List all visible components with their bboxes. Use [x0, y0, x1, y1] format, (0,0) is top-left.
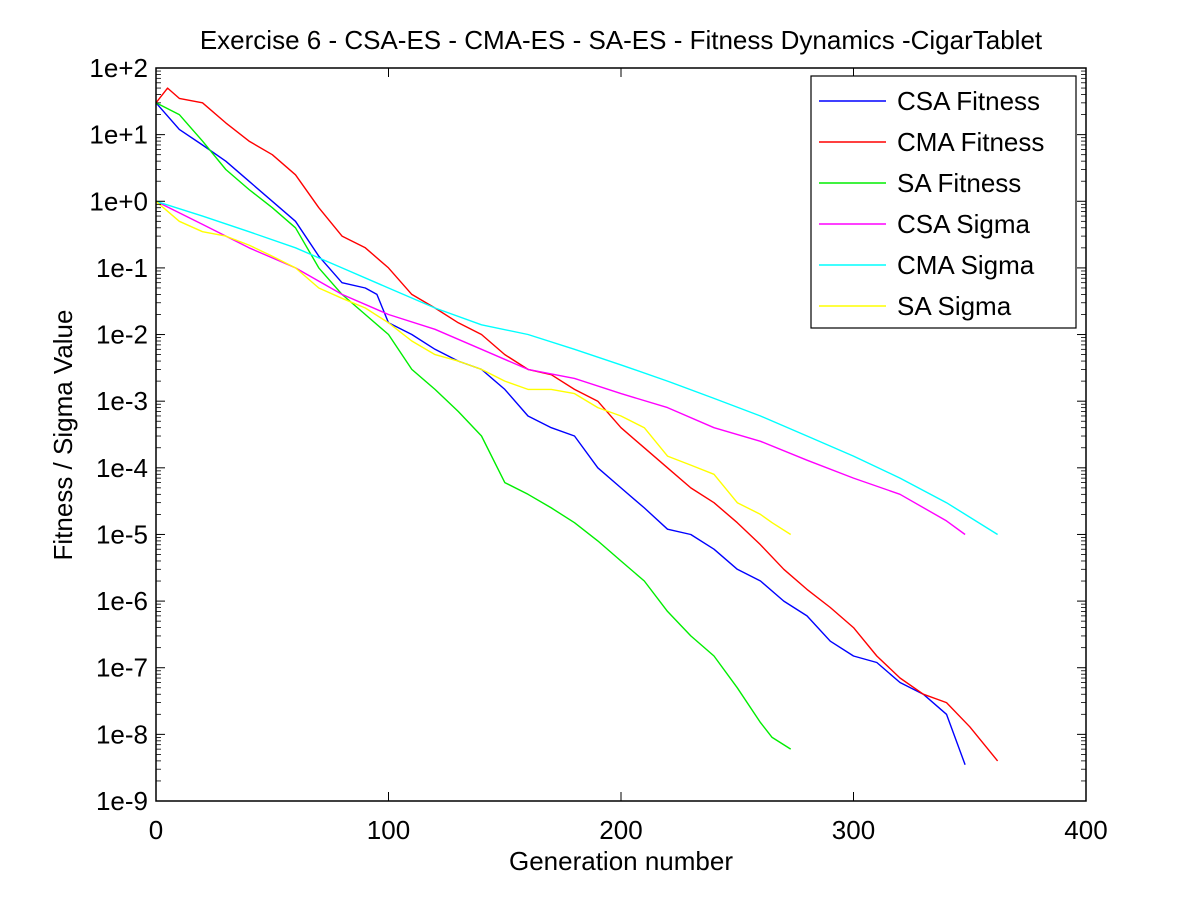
legend-label-sa-sigma: SA Sigma [897, 291, 1012, 321]
y-axis: 1e-9 1e-8 1e-7 1e-6 1e-5 1e-4 1e-3 1e-2 1e-1 1e+0… [89, 53, 1086, 816]
x-tick-label: 200 [599, 815, 642, 845]
y-tick-label: 1e-5 [96, 519, 148, 549]
series-line-sa-fitness [155, 102, 792, 750]
x-axis-label: Generation number [509, 846, 733, 876]
y-tick-label: 1e-3 [96, 386, 148, 416]
y-tick-label: 1e-4 [96, 453, 148, 483]
legend-label-csa-sigma: CSA Sigma [897, 209, 1030, 239]
x-tick-label: 100 [367, 815, 410, 845]
series-line-sa-sigma [155, 200, 792, 536]
legend-label-cma-sigma: CMA Sigma [897, 250, 1035, 280]
series-line-cma-fitness [155, 87, 999, 762]
legend-label-cma-fitness: CMA Fitness [897, 127, 1044, 157]
x-tick-label: 0 [149, 815, 163, 845]
series-line-cma-sigma [155, 200, 998, 536]
chart-title: Exercise 6 - CSA-ES - CMA-ES - SA-ES - F… [200, 25, 1043, 55]
y-tick-label: 1e-1 [96, 253, 148, 283]
y-tick-label: 1e-9 [96, 786, 148, 816]
legend: CSA Fitness CMA Fitness SA Fitness CSA Sigm… [810, 75, 1077, 329]
x-axis: 0 100 200 300 400 [149, 68, 1108, 845]
y-tick-label: 1e-6 [96, 586, 148, 616]
y-tick-label: 1e-7 [96, 653, 148, 683]
y-tick-label: 1e+0 [89, 186, 148, 216]
legend-label-sa-fitness: SA Fitness [897, 168, 1021, 198]
y-tick-label: 1e+1 [89, 120, 148, 150]
y-tick-label: 1e-8 [96, 719, 148, 749]
x-tick-label: 300 [832, 815, 875, 845]
legend-box [810, 75, 1077, 329]
legend-label-csa-fitness: CSA Fitness [897, 86, 1040, 116]
x-tick-label: 400 [1064, 815, 1107, 845]
series-line-csa-fitness [155, 102, 966, 765]
y-tick-label: 1e+2 [89, 53, 148, 83]
y-axis-label: Fitness / Sigma Value [48, 310, 78, 561]
y-tick-label: 1e-2 [96, 320, 148, 350]
series-layer [155, 87, 999, 765]
